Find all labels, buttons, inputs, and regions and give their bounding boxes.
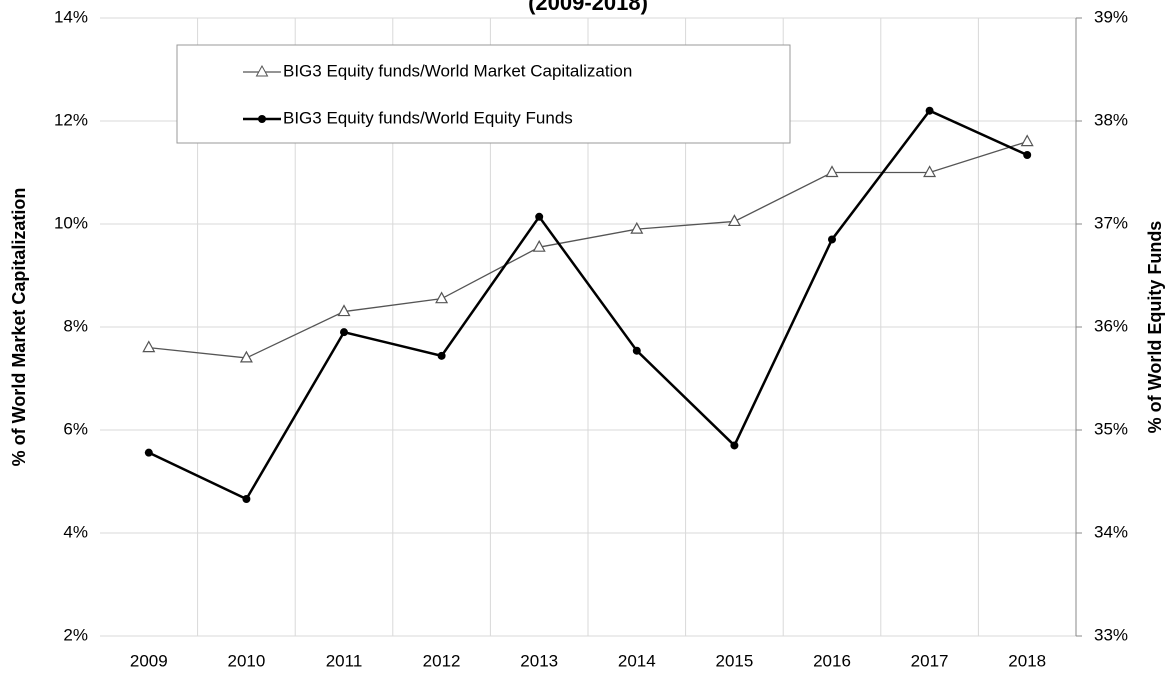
y2-tick-label: 34% [1094, 522, 1128, 541]
x-tick-label: 2012 [423, 651, 461, 670]
x-tick-label: 2010 [227, 651, 265, 670]
data-point [828, 235, 836, 244]
data-point [630, 221, 644, 234]
data-point [923, 165, 937, 178]
y-axis-title: % of World Market Capitalization [9, 188, 29, 467]
chart-title: (2009-2018) [528, 0, 648, 15]
x-tick-label: 2017 [911, 651, 949, 670]
x-tick-label: 2018 [1008, 651, 1046, 670]
y2-tick-label: 37% [1094, 213, 1128, 232]
data-point [532, 239, 546, 252]
y-tick-label: 10% [54, 213, 88, 232]
series-line [148, 140, 1028, 359]
y-tick-label: 4% [63, 522, 88, 541]
y-tick-label: 12% [54, 110, 88, 129]
data-point [242, 495, 251, 504]
data-point [142, 340, 156, 353]
data-point [535, 212, 544, 221]
data-point [1023, 150, 1032, 159]
legend-marker [258, 115, 266, 123]
x-tick-label: 2015 [715, 651, 753, 670]
y-tick-label: 8% [63, 316, 88, 335]
y-tick-label: 6% [63, 419, 88, 438]
data-point [435, 291, 449, 304]
y2-tick-label: 35% [1094, 419, 1128, 438]
series-line [148, 109, 1028, 501]
legend-box [176, 44, 791, 144]
y2-tick-label: 38% [1094, 110, 1128, 129]
data-point [437, 351, 446, 360]
y-tick-label: 14% [54, 7, 88, 26]
legend-marker [255, 64, 269, 77]
y2-tick-label: 36% [1094, 316, 1128, 335]
data-point [727, 214, 741, 227]
y2-tick-label: 39% [1094, 7, 1128, 26]
data-point [144, 448, 153, 457]
legend-label: BIG3 Equity funds/World Equity Funds [283, 108, 573, 127]
y2-tick-label: 33% [1094, 625, 1128, 644]
x-tick-label: 2009 [130, 651, 168, 670]
data-point [632, 346, 641, 355]
data-point [1020, 134, 1034, 147]
x-tick-label: 2014 [618, 651, 656, 670]
data-point [825, 165, 839, 178]
y-tick-label: 2% [63, 625, 88, 644]
data-point [239, 350, 253, 363]
legend-label: BIG3 Equity funds/World Market Capitaliz… [283, 61, 632, 80]
data-point [337, 304, 351, 317]
x-tick-label: 2016 [813, 651, 851, 670]
x-tick-label: 2013 [520, 651, 558, 670]
x-tick-label: 2011 [326, 651, 363, 670]
data-point [925, 106, 934, 115]
data-point [340, 328, 348, 337]
data-point [730, 441, 739, 450]
y2-axis-title: % of World Equity Funds [1145, 221, 1165, 434]
